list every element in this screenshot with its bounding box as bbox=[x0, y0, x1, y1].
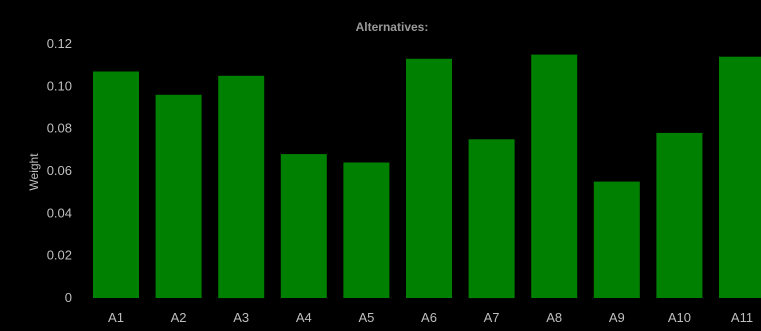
bar-a10 bbox=[656, 132, 703, 298]
bar-a7 bbox=[468, 139, 515, 299]
x-tick-label: A8 bbox=[546, 310, 562, 325]
x-tick-label: A2 bbox=[171, 310, 187, 325]
x-tick-label: A6 bbox=[421, 310, 437, 325]
bar-a2 bbox=[155, 94, 202, 298]
bar-a5 bbox=[343, 162, 390, 298]
y-tick-label: 0.02 bbox=[47, 248, 72, 263]
bar-a3 bbox=[218, 75, 265, 299]
bars-group bbox=[93, 54, 761, 299]
bar-a1 bbox=[93, 71, 139, 298]
x-tick-label: A11 bbox=[731, 310, 753, 325]
x-tick-label: A3 bbox=[233, 310, 249, 325]
bar-a6 bbox=[406, 58, 452, 298]
y-tick-label: 0.08 bbox=[47, 121, 72, 136]
bar-a9 bbox=[593, 181, 640, 298]
x-axis-ticks: A1 A2 A3 A4 A5 A6 A7 A8 A9 A10 A11 bbox=[108, 310, 753, 325]
bar-a8 bbox=[531, 54, 578, 298]
x-tick-label: A1 bbox=[108, 310, 124, 325]
x-tick-label: A10 bbox=[668, 310, 691, 325]
bar-a4 bbox=[280, 154, 327, 298]
y-tick-label: 0.04 bbox=[47, 205, 72, 220]
y-axis-ticks: 0 0.02 0.04 0.06 0.08 0.10 0.12 bbox=[47, 36, 72, 305]
y-axis-label: Weight bbox=[27, 153, 41, 191]
x-tick-label: A7 bbox=[484, 310, 500, 325]
x-tick-label: A4 bbox=[296, 310, 312, 325]
chart-title: Alternatives: bbox=[356, 20, 429, 34]
bar-a11 bbox=[719, 56, 761, 299]
x-tick-label: A9 bbox=[609, 310, 625, 325]
y-tick-label: 0.12 bbox=[47, 36, 72, 51]
y-tick-label: 0.10 bbox=[47, 78, 72, 93]
y-tick-label: 0 bbox=[65, 290, 72, 305]
x-tick-label: A5 bbox=[358, 310, 374, 325]
y-tick-label: 0.06 bbox=[47, 163, 72, 178]
